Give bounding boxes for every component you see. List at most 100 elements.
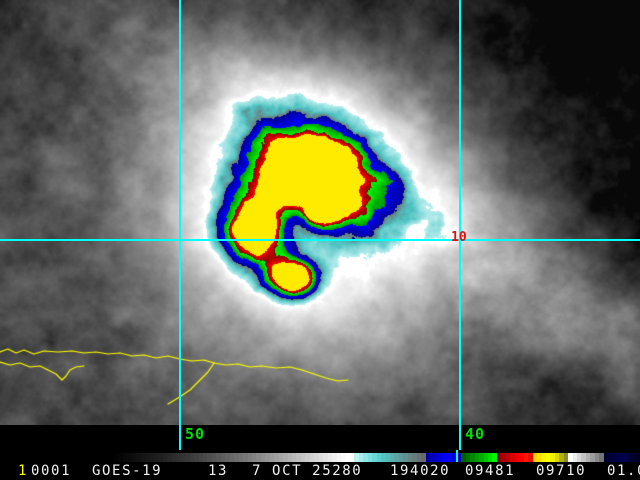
- colorbar-segment: [541, 453, 546, 464]
- colorbar-segment: [274, 453, 279, 464]
- colorbar-segment: [590, 453, 595, 464]
- colorbar-segment: [599, 453, 604, 464]
- colorbar-segment: [398, 453, 404, 464]
- colorbar-segment: [345, 453, 350, 464]
- colorbar-segment: [630, 453, 635, 464]
- colorbar-segment: [438, 453, 444, 464]
- colorbar-segment: [532, 453, 537, 464]
- gridline-meridian-40w: [459, 0, 461, 425]
- colorbar-segment: [238, 453, 244, 464]
- colorbar-segment: [278, 453, 284, 464]
- colorbar-segment: [220, 453, 226, 464]
- colorbar-segment: [456, 453, 462, 464]
- colorbar-segment: [608, 453, 613, 464]
- satellite-image-canvas[interactable]: [0, 0, 640, 425]
- frame-number: 1: [18, 463, 29, 479]
- colorbar-segment: [550, 453, 555, 464]
- colorbar-segment: [452, 453, 457, 464]
- colorbar-segment: [113, 453, 119, 464]
- colorbar-segment: [185, 453, 190, 464]
- colorbar-segment: [372, 453, 377, 464]
- ir-enhancement-colorbar[interactable]: [105, 453, 640, 464]
- colorbar-segment: [483, 453, 488, 464]
- resolution: 01.00: [607, 463, 640, 479]
- colorbar-cursor[interactable]: [456, 450, 458, 464]
- colorbar-segment: [251, 453, 257, 464]
- colorbar-segment: [349, 453, 355, 464]
- colorbar-segment: [496, 453, 502, 464]
- colorbar-segment: [207, 453, 212, 464]
- colorbar-segment: [202, 453, 208, 464]
- colorbar-segment: [479, 453, 484, 464]
- longitude-axis-strip: 50 40: [0, 425, 640, 450]
- colorbar-segment: [189, 453, 195, 464]
- tick-label-40: 40: [465, 425, 486, 443]
- time-utc: 194020: [390, 463, 451, 479]
- colorbar-segment: [626, 453, 631, 464]
- colorbar-segment: [145, 453, 150, 464]
- colorbar-segment: [314, 453, 319, 464]
- colorbar-segment: [581, 453, 586, 464]
- colorbar-segment: [309, 453, 315, 464]
- colorbar-segment: [381, 453, 386, 464]
- colorbar-segment: [265, 453, 270, 464]
- tick-label-50: 50: [185, 425, 206, 443]
- colorbar-segment: [327, 453, 333, 464]
- colorbar-segment: [136, 453, 141, 464]
- satellite-image-viewport[interactable]: 10: [0, 0, 640, 425]
- colorbar-segment: [194, 453, 199, 464]
- colorbar-segment: [412, 453, 417, 464]
- image-status-bar: 1 0001 GOES-19 13 7 OCT 25280 194020 09481 0971…: [0, 462, 640, 480]
- colorbar-segment: [572, 453, 578, 464]
- colorbar-segment: [363, 453, 368, 464]
- colorbar-segment: [514, 453, 520, 464]
- colorbar-segment: [171, 453, 177, 464]
- colorbar-segment: [425, 453, 431, 464]
- colorbar-segment: [158, 453, 163, 464]
- colorbar-segment: [568, 453, 573, 464]
- colorbar-segment: [528, 453, 533, 464]
- colorbar-segment: [519, 453, 524, 464]
- colorbar-segment: [465, 453, 471, 464]
- colorbar-segment: [229, 453, 235, 464]
- colorbar-segment: [487, 453, 493, 464]
- colorbar-segment: [256, 453, 261, 464]
- colorbar-segment: [287, 453, 293, 464]
- element-coord: 09710: [536, 463, 587, 479]
- colorbar-segment: [332, 453, 337, 464]
- colorbar-segment: [247, 453, 252, 464]
- colorbar-segment: [523, 453, 529, 464]
- colorbar-segment: [198, 453, 203, 464]
- colorbar-segment: [354, 453, 359, 464]
- colorbar-segment: [109, 453, 114, 464]
- colorbar-segment: [403, 453, 408, 464]
- colorbar-segment: [545, 453, 551, 464]
- enhancement-colorbar-strip[interactable]: [0, 450, 640, 464]
- colorbar-segment: [341, 453, 346, 464]
- colorbar-segment: [176, 453, 181, 464]
- colorbar-segment: [300, 453, 306, 464]
- colorbar-segment: [621, 453, 627, 464]
- colorbar-segment: [153, 453, 159, 464]
- colorbar-segment: [474, 453, 480, 464]
- colorbar-segment: [536, 453, 542, 464]
- colorbar-segment: [612, 453, 618, 464]
- colorbar-segment: [385, 453, 390, 464]
- line-coord: 09481: [465, 463, 516, 479]
- colorbar-segment: [149, 453, 154, 464]
- colorbar-segment: [131, 453, 137, 464]
- satellite-name: GOES-19: [92, 463, 163, 479]
- tick-mark-40: [459, 425, 461, 450]
- colorbar-segment: [394, 453, 399, 464]
- colorbar-segment: [434, 453, 439, 464]
- colorbar-segment: [443, 453, 448, 464]
- colorbar-segment: [416, 453, 422, 464]
- colorbar-segment: [501, 453, 506, 464]
- colorbar-segment: [634, 453, 640, 464]
- colorbar-segment: [376, 453, 382, 464]
- colorbar-segment: [367, 453, 373, 464]
- colorbar-segment: [447, 453, 453, 464]
- colorbar-segment: [461, 453, 466, 464]
- colorbar-segment: [510, 453, 515, 464]
- colorbar-segment: [122, 453, 128, 464]
